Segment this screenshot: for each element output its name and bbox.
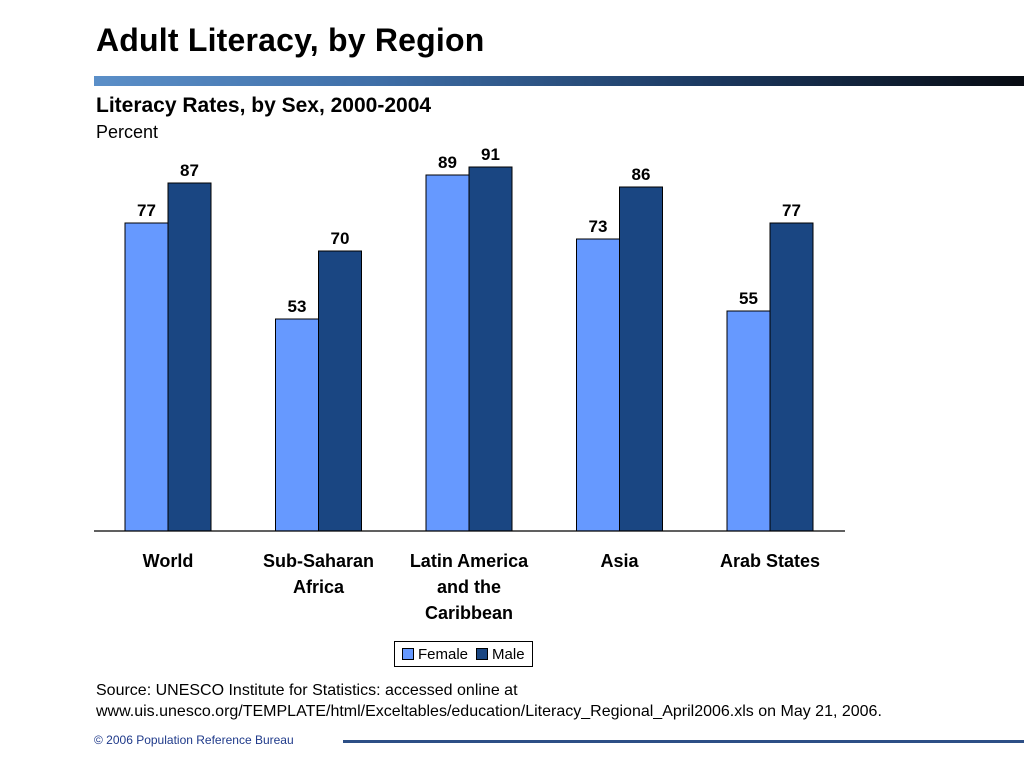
data-label-female-2: 89 — [438, 153, 457, 172]
bar-female-2 — [425, 174, 470, 532]
bar-female-3 — [576, 238, 620, 532]
category-label-line: Arab States — [719, 551, 821, 571]
data-label-male-3: 86 — [632, 165, 651, 184]
source-note: Source: UNESCO Institute for Statistics:… — [96, 680, 882, 722]
chart-legend: Female Male — [394, 641, 533, 667]
bar-male-4 — [769, 222, 814, 532]
data-label-female-4: 55 — [739, 289, 758, 308]
category-label-line: Caribbean — [424, 603, 514, 623]
category-label-4: Arab States — [695, 548, 845, 574]
category-label-line: Asia — [600, 551, 639, 571]
legend-item-male: Male — [476, 646, 525, 663]
category-label-2: Latin America and the Caribbean — [394, 548, 544, 626]
legend-swatch-female — [402, 648, 414, 660]
bar-female-4 — [726, 310, 771, 532]
source-line-1: Source: UNESCO Institute for Statistics:… — [96, 682, 518, 699]
data-label-male-1: 70 — [331, 229, 350, 248]
category-label-line: and the — [436, 577, 501, 597]
bar-male-0 — [167, 182, 212, 532]
data-label-male-4: 77 — [782, 201, 801, 220]
bar-female-1 — [275, 318, 319, 532]
footer-rule — [343, 740, 1024, 743]
bar-female-0 — [124, 222, 169, 532]
category-label-3: Asia — [545, 548, 695, 574]
bar-male-3 — [619, 186, 663, 532]
category-label-0: World — [93, 548, 243, 574]
data-label-male-2: 91 — [481, 145, 500, 164]
data-label-female-0: 77 — [137, 201, 156, 220]
data-label-male-0: 87 — [180, 161, 199, 180]
category-label-1: Sub-Saharan Africa — [244, 548, 394, 600]
chart-unit-label: Percent — [96, 122, 159, 142]
legend-label-female: Female — [418, 645, 469, 663]
data-label-female-1: 53 — [288, 297, 307, 316]
footer-copyright: © 2006 Population Reference Bureau — [94, 733, 294, 747]
category-label-line: Latin America — [409, 551, 529, 571]
chart-title: Literacy Rates, by Sex, 2000-2004 — [96, 94, 432, 117]
slide-title: Adult Literacy, by Region — [96, 22, 485, 58]
legend-swatch-male — [476, 648, 489, 660]
legend-label-male: Male — [492, 645, 525, 663]
bar-male-2 — [468, 166, 513, 532]
category-label-line: World — [142, 551, 194, 571]
data-label-female-3: 73 — [589, 217, 608, 236]
bar-chart: 77 87 53 70 89 91 73 86 55 77 — [94, 145, 845, 532]
title-underline-bar — [94, 76, 1024, 86]
category-label-line: Africa — [292, 577, 345, 597]
legend-item-female: Female — [402, 646, 468, 663]
category-label-line: Sub-Saharan — [262, 551, 375, 571]
source-line-2: www.uis.unesco.org/TEMPLATE/html/Excelta… — [96, 703, 882, 720]
bar-male-1 — [318, 250, 362, 532]
